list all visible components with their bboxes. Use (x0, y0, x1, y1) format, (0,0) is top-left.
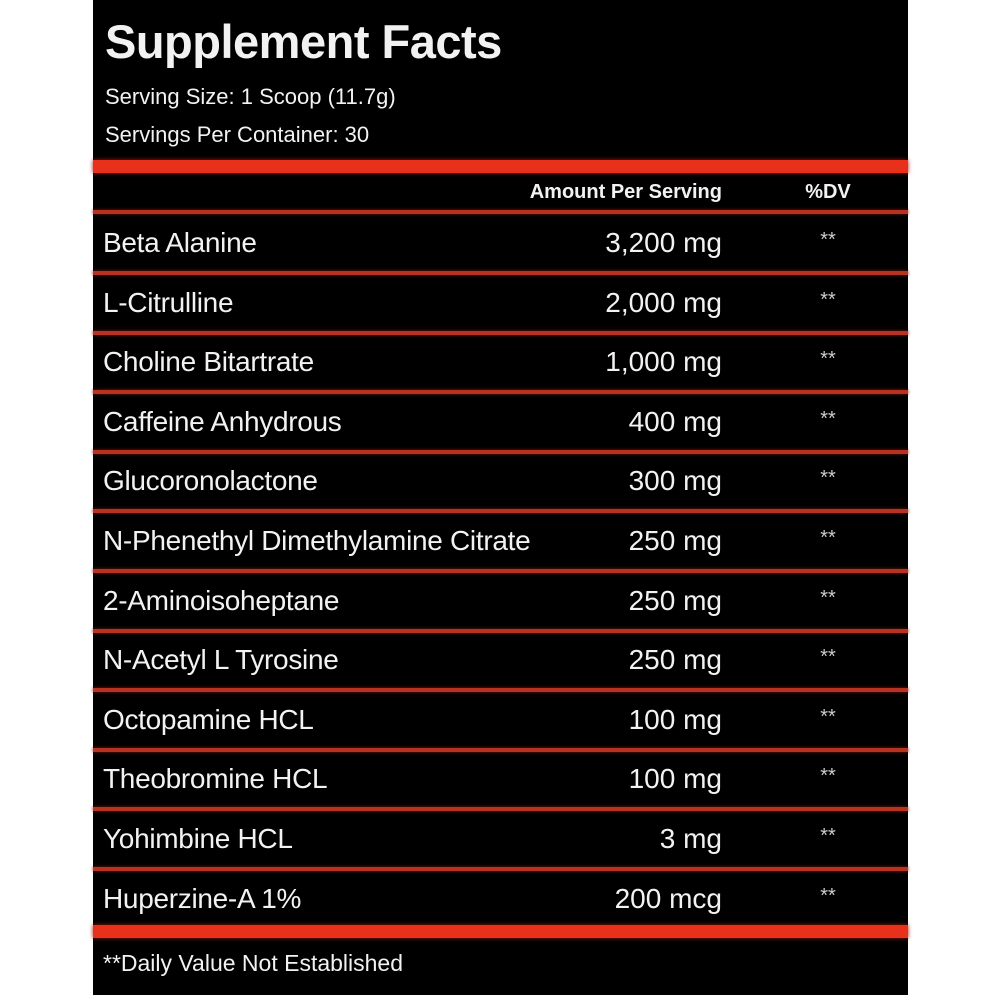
row-divider (93, 330, 908, 335)
row-divider (93, 569, 908, 573)
divider-header (93, 210, 908, 214)
ingredient-row: Glucoronolactone 300 mg ** (93, 452, 908, 512)
ingredient-dv: ** (820, 288, 836, 311)
row-divider (93, 509, 908, 514)
ingredient-dv: ** (820, 765, 836, 788)
ingredient-row: Choline Bitartrate 1,000 mg ** (93, 333, 908, 393)
ingredient-dv: ** (820, 825, 836, 847)
divider-thick-top (93, 160, 908, 173)
ingredient-amount: 2,000 mg (605, 286, 722, 318)
ingredient-dv: ** (820, 348, 836, 371)
ingredient-name: L-Citrulline (103, 286, 234, 318)
row-divider (93, 807, 908, 812)
row-divider (93, 390, 908, 395)
title: Supplement Facts (105, 15, 502, 68)
ingredient-amount: 250 mg (628, 584, 722, 616)
ingredient-amount: 3 mg (659, 823, 722, 854)
ingredient-dv: ** (820, 527, 836, 549)
ingredient-name: N-Phenethyl Dimethylamine Citrate (103, 525, 531, 556)
ingredient-dv: ** (820, 229, 836, 251)
ingredient-amount: 200 mcg (614, 882, 722, 914)
ingredient-name: Choline Bitartrate (103, 346, 314, 378)
ingredient-row: Huperzine-A 1% 200 mcg ** (93, 870, 908, 930)
row-divider (93, 628, 908, 633)
header-amount: Amount Per Serving (529, 181, 722, 203)
ingredient-row: Yohimbine HCL 3 mg ** (93, 810, 908, 870)
row-divider (93, 688, 908, 693)
ingredient-name: Theobromine HCL (103, 763, 328, 795)
ingredient-dv: ** (820, 407, 836, 430)
ingredient-dv: ** (820, 705, 836, 728)
ingredient-name: Caffeine Anhydrous (103, 405, 342, 437)
ingredient-name: Beta Alanine (103, 227, 257, 258)
serving-size: Serving Size: 1 Scoop (11.7g) (105, 84, 396, 109)
ingredient-name: N-Acetyl L Tyrosine (103, 644, 339, 676)
ingredient-row: Beta Alanine 3,200 mg ** (93, 214, 908, 274)
ingredient-amount: 400 mg (628, 405, 722, 437)
divider-thick-bottom (93, 925, 908, 938)
ingredient-amount: 1,000 mg (605, 346, 722, 378)
ingredient-dv: ** (820, 586, 836, 609)
ingredient-name: Huperzine-A 1% (103, 882, 302, 914)
ingredient-row: Theobromine HCL 100 mg ** (93, 750, 908, 810)
ingredient-row: 2-Aminoisoheptane 250 mg ** (93, 572, 908, 632)
ingredient-amount: 300 mg (628, 465, 722, 497)
table-header: Amount Per Serving %DV (93, 172, 908, 212)
header-dv: %DV (805, 181, 851, 203)
supplement-facts-panel: Supplement Facts Serving Size: 1 Scoop (… (93, 0, 908, 995)
row-divider (93, 271, 908, 275)
ingredient-name: Yohimbine HCL (103, 823, 293, 854)
ingredient-amount: 250 mg (628, 525, 722, 556)
ingredient-amount: 100 mg (628, 703, 722, 735)
ingredient-dv: ** (820, 467, 836, 490)
ingredient-row: N-Phenethyl Dimethylamine Citrate 250 mg… (93, 512, 908, 572)
ingredient-amount: 3,200 mg (605, 227, 722, 258)
ingredient-amount: 100 mg (628, 763, 722, 795)
ingredient-amount: 250 mg (628, 644, 722, 676)
ingredient-name: 2-Aminoisoheptane (103, 584, 340, 616)
ingredient-name: Glucoronolactone (103, 465, 318, 497)
ingredient-name: Octopamine HCL (103, 703, 314, 735)
ingredient-dv: ** (820, 646, 836, 669)
ingredient-row: L-Citrulline 2,000 mg ** (93, 274, 908, 334)
ingredient-row: Caffeine Anhydrous 400 mg ** (93, 393, 908, 453)
row-divider (93, 747, 908, 752)
row-divider (93, 449, 908, 454)
ingredient-dv: ** (820, 884, 836, 907)
ingredient-row: N-Acetyl L Tyrosine 250 mg ** (93, 631, 908, 691)
servings-per-container: Servings Per Container: 30 (105, 122, 370, 147)
row-divider (93, 867, 908, 871)
footnote: **Daily Value Not Established (103, 950, 404, 976)
ingredient-row: Octopamine HCL 100 mg ** (93, 691, 908, 751)
